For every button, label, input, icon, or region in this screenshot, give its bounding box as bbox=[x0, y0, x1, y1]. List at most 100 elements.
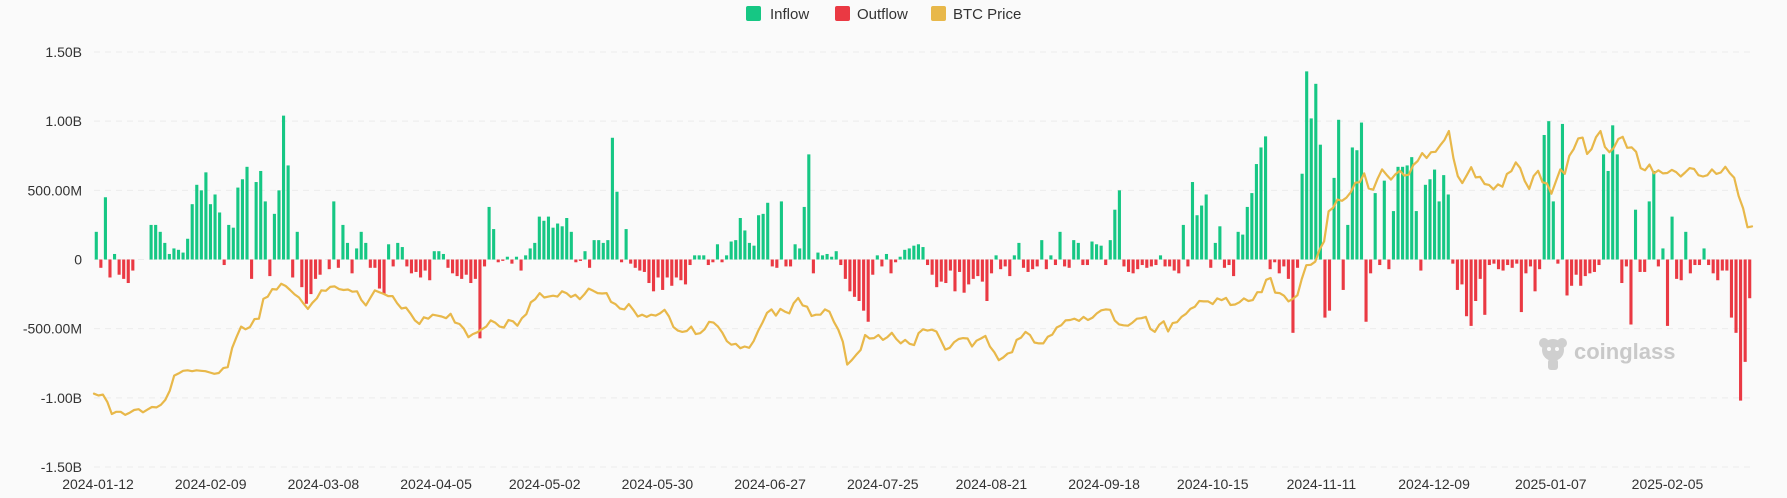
outflow-bar[interactable] bbox=[1063, 259, 1067, 267]
inflow-bar[interactable] bbox=[1250, 193, 1254, 260]
inflow-bar[interactable] bbox=[1190, 182, 1195, 260]
outflow-bar[interactable] bbox=[1579, 259, 1583, 286]
inflow-bar[interactable] bbox=[236, 187, 240, 260]
outflow-bar[interactable] bbox=[1597, 259, 1601, 266]
inflow-bar[interactable] bbox=[1318, 144, 1322, 260]
inflow-bar[interactable] bbox=[487, 206, 491, 260]
outflow-bar[interactable] bbox=[1707, 259, 1711, 266]
outflow-bar[interactable] bbox=[1515, 259, 1519, 264]
outflow-bar[interactable] bbox=[980, 259, 984, 282]
outflow-bar[interactable] bbox=[382, 259, 386, 295]
inflow-bar[interactable] bbox=[1661, 248, 1665, 260]
outflow-bar[interactable] bbox=[848, 259, 852, 292]
outflow-bar[interactable] bbox=[967, 259, 971, 285]
inflow-bar[interactable] bbox=[1254, 164, 1258, 260]
inflow-bar[interactable] bbox=[163, 242, 167, 260]
outflow-bar[interactable] bbox=[318, 259, 322, 275]
outflow-bar[interactable] bbox=[989, 259, 994, 274]
outflow-bar[interactable] bbox=[1222, 259, 1227, 268]
inflow-bar[interactable] bbox=[1396, 166, 1400, 260]
outflow-bar[interactable] bbox=[519, 259, 523, 271]
inflow-bar[interactable] bbox=[624, 229, 628, 260]
inflow-bar[interactable] bbox=[1355, 150, 1359, 260]
inflow-bar[interactable] bbox=[816, 252, 820, 260]
outflow-bar[interactable] bbox=[811, 259, 815, 274]
inflow-bar[interactable] bbox=[355, 248, 359, 260]
outflow-bar[interactable] bbox=[935, 259, 939, 288]
inflow-bar[interactable] bbox=[254, 182, 258, 260]
outflow-bar[interactable] bbox=[871, 259, 875, 275]
outflow-bar[interactable] bbox=[336, 259, 340, 268]
inflow-bar[interactable] bbox=[103, 197, 107, 260]
inflow-bar[interactable] bbox=[1652, 170, 1656, 260]
inflow-bar[interactable] bbox=[113, 253, 117, 260]
inflow-bar[interactable] bbox=[199, 190, 203, 260]
outflow-bar[interactable] bbox=[784, 259, 788, 267]
outflow-bar[interactable] bbox=[1506, 259, 1510, 266]
outflow-bar[interactable] bbox=[866, 259, 870, 322]
outflow-bar[interactable] bbox=[126, 259, 130, 284]
outflow-bar[interactable] bbox=[368, 259, 372, 268]
inflow-bar[interactable] bbox=[1437, 201, 1441, 260]
inflow-bar[interactable] bbox=[752, 245, 756, 260]
outflow-bar[interactable] bbox=[1533, 259, 1537, 292]
outflow-bar[interactable] bbox=[1483, 259, 1487, 315]
outflow-bar[interactable] bbox=[1163, 259, 1167, 267]
inflow-bar[interactable] bbox=[1401, 166, 1405, 260]
outflow-bar[interactable] bbox=[1519, 259, 1523, 313]
inflow-bar[interactable] bbox=[204, 172, 208, 260]
inflow-bar[interactable] bbox=[167, 253, 171, 260]
outflow-bar[interactable] bbox=[1538, 259, 1542, 270]
outflow-bar[interactable] bbox=[1273, 259, 1277, 263]
outflow-bar[interactable] bbox=[944, 259, 948, 284]
inflow-bar[interactable] bbox=[1049, 255, 1053, 260]
inflow-bar[interactable] bbox=[341, 224, 345, 260]
inflow-bar[interactable] bbox=[437, 251, 441, 260]
inflow-bar[interactable] bbox=[542, 220, 546, 260]
outflow-bar[interactable] bbox=[473, 259, 477, 279]
outflow-bar[interactable] bbox=[1492, 259, 1496, 264]
outflow-bar[interactable] bbox=[1323, 259, 1327, 318]
outflow-bar[interactable] bbox=[889, 259, 893, 274]
outflow-bar[interactable] bbox=[1451, 259, 1455, 264]
inflow-bar[interactable] bbox=[798, 248, 802, 260]
inflow-bar[interactable] bbox=[779, 201, 783, 260]
inflow-bar[interactable] bbox=[615, 191, 619, 260]
outflow-bar[interactable] bbox=[1592, 259, 1596, 272]
outflow-bar[interactable] bbox=[1565, 259, 1569, 296]
inflow-bar[interactable] bbox=[1442, 175, 1446, 260]
outflow-bar[interactable] bbox=[1624, 259, 1628, 267]
outflow-bar[interactable] bbox=[953, 259, 957, 292]
inflow-bar[interactable] bbox=[1391, 211, 1396, 260]
inflow-bar[interactable] bbox=[1551, 201, 1555, 260]
inflow-bar[interactable] bbox=[834, 251, 838, 260]
inflow-bar[interactable] bbox=[505, 256, 509, 260]
outflow-bar[interactable] bbox=[642, 259, 646, 272]
outflow-bar[interactable] bbox=[1496, 259, 1501, 270]
outflow-bar[interactable] bbox=[1131, 259, 1135, 274]
outflow-bar[interactable] bbox=[1209, 259, 1213, 268]
inflow-bar[interactable] bbox=[546, 216, 551, 260]
inflow-bar[interactable] bbox=[565, 218, 569, 260]
legend-item-inflow[interactable]: Inflow bbox=[746, 6, 809, 23]
outflow-bar[interactable] bbox=[391, 259, 395, 267]
outflow-bar[interactable] bbox=[108, 259, 112, 278]
inflow-bar[interactable] bbox=[514, 256, 519, 260]
outflow-bar[interactable] bbox=[638, 259, 642, 271]
inflow-bar[interactable] bbox=[1181, 224, 1185, 260]
outflow-bar[interactable] bbox=[839, 259, 843, 266]
outflow-bar[interactable] bbox=[327, 259, 331, 270]
outflow-bar[interactable] bbox=[1232, 259, 1236, 277]
outflow-bar[interactable] bbox=[423, 259, 427, 271]
outflow-bar[interactable] bbox=[313, 259, 318, 279]
outflow-bar[interactable] bbox=[469, 259, 473, 284]
inflow-bar[interactable] bbox=[1204, 194, 1208, 260]
inflow-bar[interactable] bbox=[190, 204, 194, 260]
inflow-bar[interactable] bbox=[597, 240, 601, 260]
outflow-bar[interactable] bbox=[446, 259, 450, 268]
inflow-bar[interactable] bbox=[218, 212, 222, 260]
inflow-bar[interactable] bbox=[1264, 136, 1268, 260]
outflow-bar[interactable] bbox=[300, 259, 304, 288]
inflow-bar[interactable] bbox=[697, 255, 701, 260]
inflow-bar[interactable] bbox=[227, 224, 231, 260]
